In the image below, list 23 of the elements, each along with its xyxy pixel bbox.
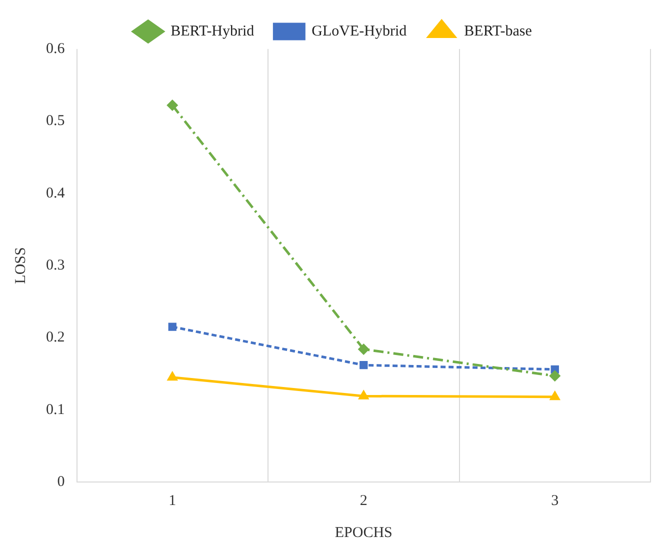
- y-tick-label: 0: [57, 474, 65, 490]
- point: [360, 361, 368, 370]
- point: [358, 390, 368, 400]
- y-tick-label: 0.6: [46, 40, 66, 57]
- y-tick-label: 0.4: [46, 185, 66, 202]
- y-tick-label: 0.2: [46, 330, 65, 346]
- y-tick-label: 0.1: [46, 402, 65, 418]
- x-tick-label: 1: [168, 492, 176, 509]
- x-tick-label: 2: [360, 492, 368, 509]
- point: [358, 344, 369, 354]
- point: [167, 100, 178, 111]
- y-tick-label: 0.5: [46, 113, 65, 130]
- point: [168, 322, 176, 331]
- y-tick-label: 0.3: [46, 257, 65, 274]
- point: [550, 370, 560, 382]
- legend-label: GLoVE-Hybrid: [312, 23, 408, 40]
- x-axis-title: EPOCHS: [334, 524, 392, 541]
- legend-label: BERT-Hybrid: [170, 23, 255, 40]
- x-tick-label: 3: [551, 492, 559, 509]
- point: [168, 372, 178, 381]
- point: [550, 392, 560, 400]
- legend-label: BERT-base: [464, 23, 532, 40]
- y-axis-title: LOSS: [12, 247, 29, 284]
